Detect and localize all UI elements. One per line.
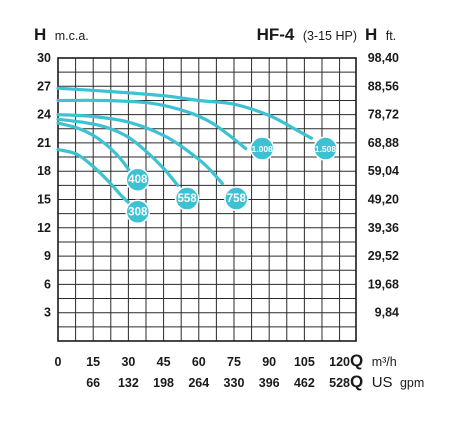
x2-tick-label: 198 (153, 376, 174, 390)
x-ticks-usgpm: 66 132 198 264 330 396 462 528 (86, 376, 350, 390)
label-badge-308 (125, 199, 151, 225)
y-left-ticks: 3 6 9 12 15 18 21 24 27 30 (37, 51, 51, 320)
curve-308 (56, 147, 130, 204)
x2-tick-label: 528 (329, 376, 350, 390)
x2-tick-label: 330 (224, 376, 245, 390)
label-badge-408 (125, 167, 151, 192)
x-tick-label: 0 (55, 355, 62, 369)
y-left-tick-label: 15 (37, 193, 51, 207)
x-secondary-unit-a: US (372, 374, 393, 391)
y-right-ticks: 9,84 19,68 29,52 39,36 49,20 59,04 68,88 78,72 8… (368, 51, 399, 320)
y-left-tick-label: 12 (37, 221, 51, 235)
y-right-tick-label: 68,88 (368, 136, 399, 150)
y-left-title: H m.c.a. (34, 25, 89, 44)
label-badge-1508 (313, 136, 338, 161)
chart-title: HF-4 (257, 25, 295, 44)
x-tick-label: 105 (294, 355, 315, 369)
y-right-tick-label: 49,20 (368, 193, 399, 207)
y-right-tick-label: 78,72 (368, 108, 399, 122)
y-right-symbol: H (365, 25, 377, 44)
model-labels: 308 408 558 758 1.008 1.508 (125, 136, 338, 225)
curve-1508 (56, 86, 313, 140)
y-left-tick-label: 30 (37, 51, 51, 65)
y-left-tick-label: 24 (37, 108, 51, 122)
label-text-558: 558 (177, 193, 197, 205)
chart-subtitle: (3-15 HP) (303, 29, 357, 43)
y-left-tick-label: 6 (44, 277, 51, 291)
y-right-tick-label: 98,40 (368, 51, 399, 65)
y-right-tick-label: 9,84 (375, 306, 399, 320)
x-secondary-unit-b: gpm (400, 376, 424, 390)
x-tick-label: 120 (329, 355, 350, 369)
x-tick-label: 30 (121, 355, 135, 369)
y-right-tick-label: 59,04 (368, 164, 399, 178)
y-right-tick-label: 19,68 (368, 277, 399, 291)
label-text-758: 758 (227, 193, 247, 205)
x-tick-label: 75 (227, 355, 241, 369)
y-right-unit: ft. (386, 29, 396, 43)
y-left-tick-label: 3 (44, 306, 51, 320)
y-left-tick-label: 9 (44, 249, 51, 263)
curve-1008 (56, 98, 248, 151)
x-tick-label: 45 (157, 355, 171, 369)
x2-tick-label: 264 (188, 376, 209, 390)
x-primary-symbol: Q (350, 351, 363, 370)
chart-grid (58, 58, 356, 341)
x-secondary-unit-label: Q US gpm (350, 372, 424, 391)
curve-558 (56, 117, 180, 187)
y-left-tick-label: 18 (37, 164, 51, 178)
y-left-tick-label: 21 (37, 136, 51, 150)
label-text-1508: 1.508 (315, 144, 337, 154)
y-left-tick-label: 27 (37, 79, 51, 93)
x-tick-label: 90 (262, 355, 276, 369)
y-right-tick-label: 39,36 (368, 221, 399, 235)
y-right-tick-label: 29,52 (368, 249, 399, 263)
x-tick-label: 15 (86, 355, 100, 369)
chart-title-block: HF-4 (3-15 HP) (257, 25, 357, 44)
x2-tick-label: 396 (259, 376, 280, 390)
y-right-tick-label: 88,56 (368, 79, 399, 93)
plot-frame (57, 57, 357, 342)
x2-tick-label: 132 (118, 376, 139, 390)
performance-curves (56, 86, 313, 204)
y-left-symbol: H (34, 25, 46, 44)
y-right-title: H ft. (365, 25, 396, 44)
x-primary-unit: m³/h (372, 355, 397, 369)
x-primary-unit-label: Q m³/h (350, 351, 397, 370)
x2-tick-label: 66 (86, 376, 100, 390)
label-text-1008: 1.008 (252, 144, 274, 154)
label-badge-758 (224, 186, 249, 211)
curve-758 (56, 113, 224, 186)
label-badge-1008 (249, 136, 275, 161)
x2-tick-label: 462 (294, 376, 315, 390)
label-badge-558 (174, 186, 200, 211)
y-left-unit: m.c.a. (55, 29, 89, 43)
label-text-408: 408 (128, 174, 148, 186)
x-ticks-m3h: 0 15 30 45 60 75 90 105 120 (55, 355, 351, 369)
x-tick-label: 60 (192, 355, 206, 369)
x-secondary-symbol: Q (350, 372, 363, 391)
label-text-308: 308 (128, 206, 148, 218)
